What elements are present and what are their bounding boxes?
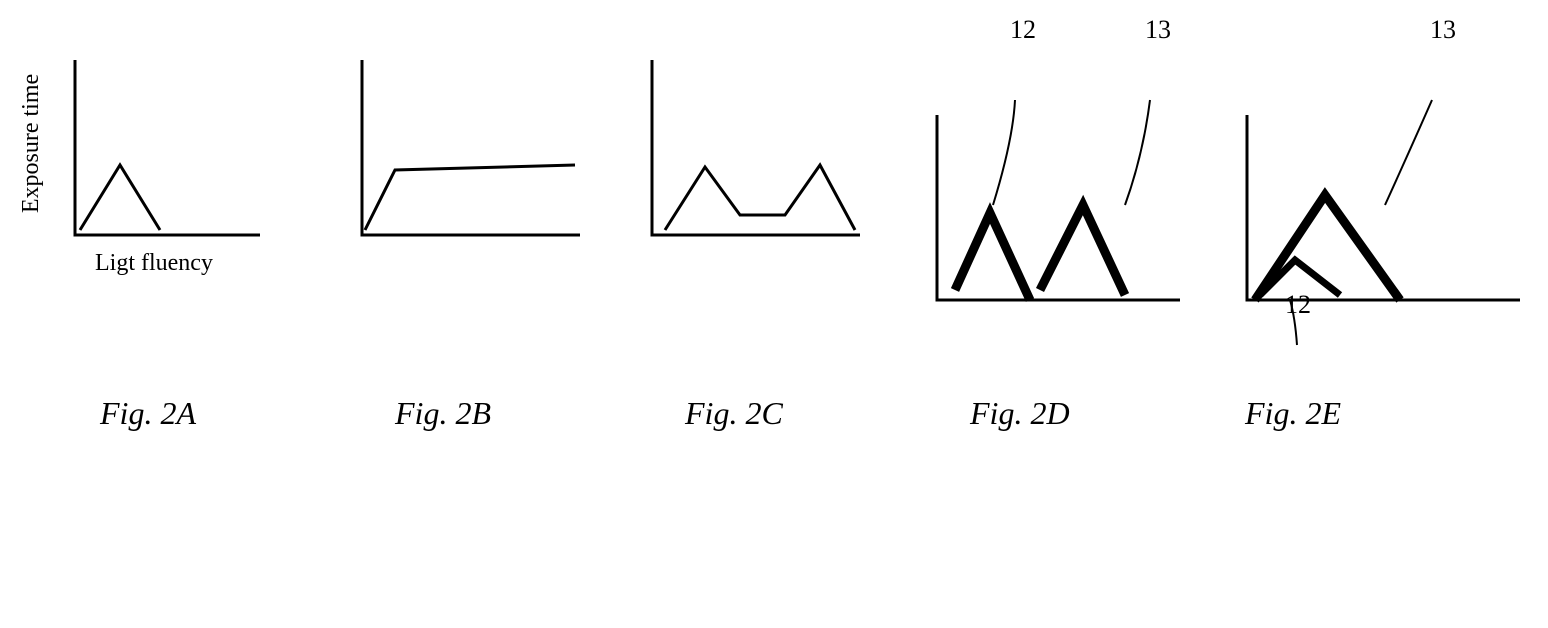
caption-2b: Fig. 2B bbox=[395, 395, 491, 432]
caption-2c: Fig. 2C bbox=[685, 395, 783, 432]
y-axis-label: Exposure time bbox=[18, 74, 45, 213]
caption-2e: Fig. 2E bbox=[1245, 395, 1341, 432]
figure-2a bbox=[60, 45, 260, 245]
chart-2e bbox=[1230, 45, 1520, 365]
chart-2c bbox=[640, 45, 860, 245]
chart-2a bbox=[60, 45, 260, 245]
annotation-13-d: 13 bbox=[1145, 15, 1171, 45]
annotation-12-d: 12 bbox=[1010, 15, 1036, 45]
figure-2b bbox=[350, 45, 580, 245]
annotation-12-e: 12 bbox=[1285, 290, 1311, 320]
chart-2b bbox=[350, 45, 580, 245]
figure-2c bbox=[640, 45, 860, 245]
x-axis-label: Ligt fluency bbox=[95, 250, 213, 277]
figure-2d: 12 13 bbox=[920, 45, 1180, 365]
figure-2e: 13 12 bbox=[1230, 45, 1520, 365]
annotation-13-e: 13 bbox=[1430, 15, 1456, 45]
chart-2d bbox=[920, 45, 1180, 365]
caption-2d: Fig. 2D bbox=[970, 395, 1070, 432]
caption-2a: Fig. 2A bbox=[100, 395, 196, 432]
